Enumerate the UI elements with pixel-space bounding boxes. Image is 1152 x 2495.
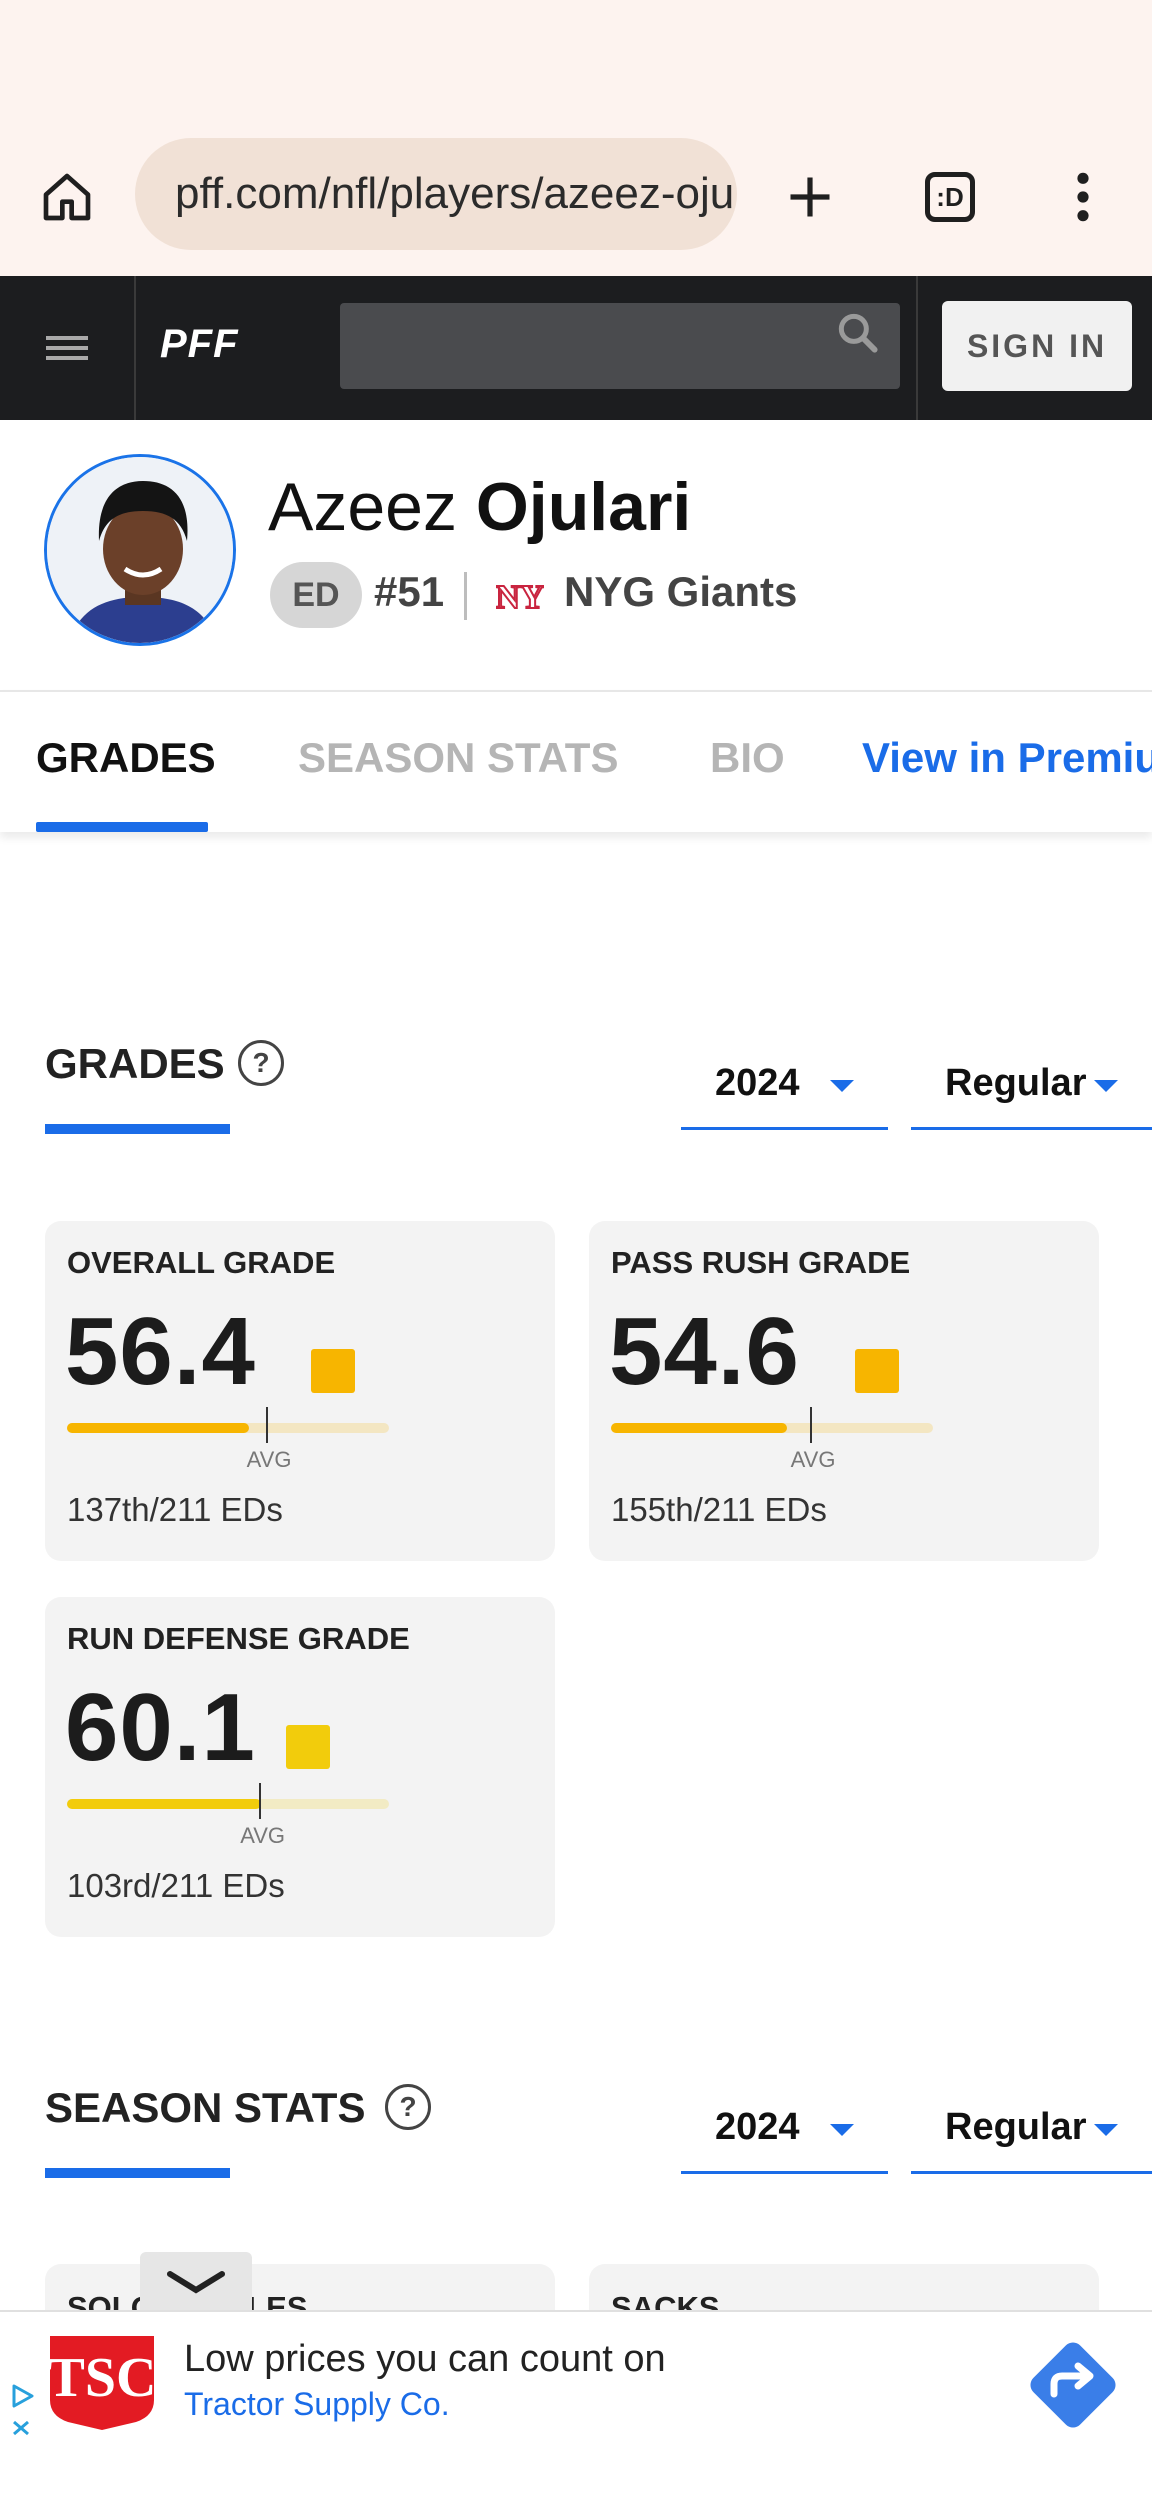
player-tabs: GRADES SEASON STATS BIO View in Premium	[0, 690, 1152, 832]
grade-color-swatch	[311, 1349, 355, 1393]
grades-section-title: GRADES	[45, 1040, 225, 1087]
grade-bar	[67, 1783, 389, 1819]
avg-label: AVG	[240, 1823, 286, 1848]
jersey-number: #51	[374, 568, 445, 615]
help-icon[interactable]: ?	[238, 1040, 284, 1086]
position-badge: ED	[270, 562, 362, 628]
grade-bar-fill	[67, 1799, 261, 1809]
grade-bar-fill	[67, 1423, 249, 1433]
ad-banner[interactable]: TSC Low prices you can count on Tractor …	[0, 2310, 1152, 2495]
tab-bio[interactable]: BIO	[710, 734, 785, 781]
season-stats-section-title: SEASON STATS	[45, 2084, 366, 2131]
stats-season-type-select[interactable]: Regular	[911, 2084, 1152, 2174]
header-divider	[916, 276, 918, 420]
grade-label: OVERALL GRADE	[67, 1245, 336, 1280]
meta-divider	[464, 572, 467, 620]
ad-advertiser[interactable]: Tractor Supply Co.	[184, 2386, 450, 2422]
player-first-name: Azeez	[268, 469, 457, 545]
grades-year-select[interactable]: 2024	[681, 1040, 888, 1130]
caret-down-icon	[1094, 1080, 1118, 1092]
grades-year-value: 2024	[715, 1062, 800, 1104]
ad-collapse-button[interactable]	[140, 2252, 252, 2312]
browser-toolbar: pff.com/nfl/players/azeez-ojulari/ :D	[0, 120, 1152, 276]
avg-marker	[259, 1783, 262, 1819]
grade-rank: 137th/211 EDs	[67, 1491, 283, 1528]
active-tab-indicator	[36, 822, 208, 832]
grades-section-underline	[45, 1124, 230, 1134]
stats-year-select[interactable]: 2024	[681, 2084, 888, 2174]
overall-grade-card: OVERALL GRADE 56.4 AVG 137th/211 EDs	[45, 1221, 555, 1561]
grades-season-type-value: Regular	[945, 1062, 1087, 1104]
chevron-down-icon	[167, 2271, 225, 2294]
grade-bar	[611, 1407, 933, 1443]
tab-view-in-premium[interactable]: View in Premium	[862, 734, 1152, 781]
tractor-supply-logo[interactable]: TSC	[48, 2330, 156, 2430]
avg-marker	[809, 1407, 812, 1443]
tab-switcher-button[interactable]: :D	[910, 160, 990, 234]
ad-choices-icon[interactable]	[8, 2372, 38, 2442]
tab-count: :D	[925, 172, 975, 222]
hamburger-icon	[46, 330, 88, 366]
status-bar	[0, 0, 1152, 120]
grade-bar-fill	[611, 1423, 787, 1433]
address-bar[interactable]: pff.com/nfl/players/azeez-ojulari/	[135, 138, 737, 250]
grade-label: RUN DEFENSE GRADE	[67, 1621, 410, 1656]
plus-icon	[790, 177, 830, 217]
caret-down-icon	[830, 1080, 854, 1092]
player-avatar	[44, 454, 236, 646]
home-button[interactable]	[30, 160, 104, 234]
premium-tab-clip: View in Premium	[862, 692, 1152, 832]
pass-rush-grade-card: PASS RUSH GRADE 54.6 AVG 155th/211 EDs	[589, 1221, 1099, 1561]
avg-marker	[265, 1407, 268, 1443]
browser-menu-button[interactable]	[1050, 160, 1116, 234]
home-icon	[43, 173, 91, 221]
stats-year-value: 2024	[715, 2106, 800, 2148]
stats-season-type-value: Regular	[945, 2106, 1087, 2148]
season-stats-section-underline	[45, 2168, 230, 2178]
grade-value: 56.4	[65, 1298, 256, 1405]
player-name: Azeez Ojulari	[268, 468, 691, 546]
grades-season-type-select[interactable]: Regular	[911, 1040, 1152, 1130]
new-tab-button[interactable]	[770, 160, 850, 234]
player-last-name: Ojulari	[475, 469, 692, 545]
tab-season-stats[interactable]: SEASON STATS	[298, 734, 619, 781]
grade-color-swatch	[286, 1725, 330, 1769]
pff-logo[interactable]: PFF	[160, 322, 239, 366]
tsc-logo-text: TSC	[48, 2347, 156, 2409]
grade-value: 60.1	[65, 1674, 256, 1781]
grade-color-swatch	[855, 1349, 899, 1393]
run-defense-grade-card: RUN DEFENSE GRADE 60.1 AVG 103rd/211 EDs	[45, 1597, 555, 1937]
team-name[interactable]: NYG Giants	[564, 568, 798, 615]
search-input[interactable]	[340, 303, 900, 389]
grade-bar	[67, 1407, 389, 1443]
ad-directions-icon[interactable]	[1020, 2332, 1126, 2438]
avg-label: AVG	[790, 1447, 836, 1472]
team-logo-text: NY	[496, 579, 544, 616]
grade-rank: 155th/211 EDs	[611, 1491, 827, 1528]
player-headshot-icon	[47, 457, 233, 643]
tab-grades[interactable]: GRADES	[36, 734, 216, 781]
grade-label: PASS RUSH GRADE	[611, 1245, 911, 1280]
grade-rank: 103rd/211 EDs	[67, 1867, 285, 1904]
giants-logo-icon: NY	[496, 578, 544, 616]
url-text: pff.com/nfl/players/azeez-ojulari/	[175, 169, 737, 218]
ad-headline[interactable]: Low prices you can count on	[184, 2338, 666, 2380]
caret-down-icon	[1094, 2124, 1118, 2136]
menu-button[interactable]	[0, 276, 136, 420]
search-icon[interactable]	[833, 308, 883, 358]
grade-value: 54.6	[609, 1298, 800, 1405]
more-vertical-icon	[1077, 172, 1089, 222]
caret-down-icon	[830, 2124, 854, 2136]
help-icon[interactable]: ?	[385, 2084, 431, 2130]
sign-in-button[interactable]: SIGN IN	[942, 301, 1132, 391]
site-header: PFF SIGN IN	[0, 276, 1152, 420]
avg-label: AVG	[246, 1447, 292, 1472]
